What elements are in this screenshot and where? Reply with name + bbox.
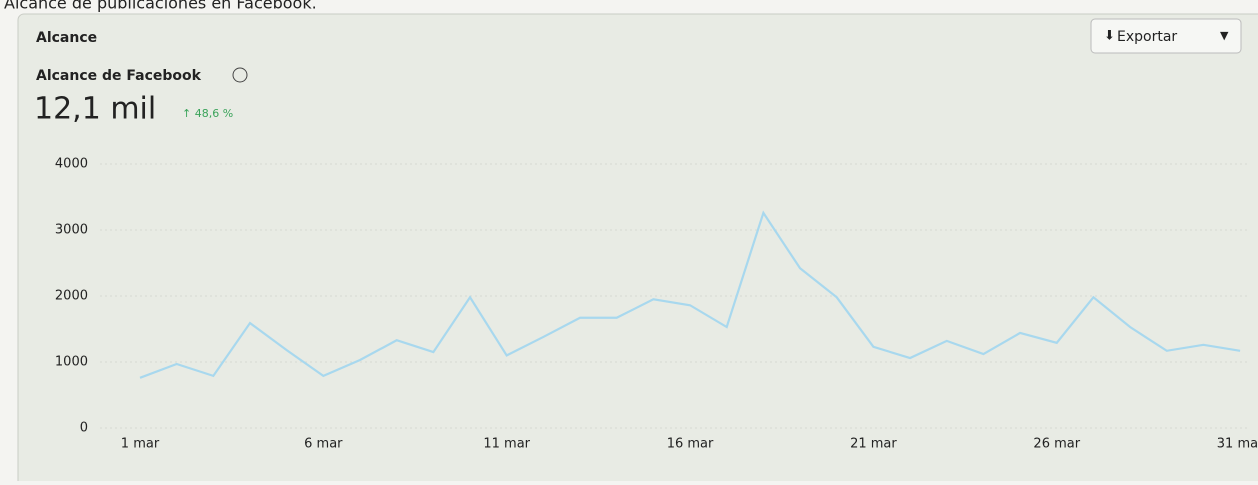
x-tick-label: 26 mar: [1033, 437, 1080, 452]
info-icon[interactable]: [232, 67, 248, 83]
x-tick-label: 31 mar: [1217, 437, 1258, 452]
metric-change: ↑ 48,6 %: [182, 107, 233, 120]
y-tick-label: 4000: [55, 157, 88, 172]
card-title: Alcance: [36, 30, 97, 46]
dropdown-icon: ▼: [1220, 29, 1229, 42]
caption: Alcance de publicaciones en Facebook.: [4, 0, 317, 13]
metric-value: 12,1 mil: [34, 92, 156, 127]
series-line: [139, 210, 1241, 379]
y-tick-label: 2000: [55, 289, 88, 304]
card: [17, 13, 1258, 485]
export-button-label[interactable]: Exportar: [1117, 29, 1177, 45]
x-tick-label: 16 mar: [667, 437, 714, 452]
y-tick-label: 3000: [55, 223, 88, 238]
export-button[interactable]: [1090, 18, 1242, 54]
x-tick-label: 21 mar: [850, 437, 897, 452]
y-tick-label: 1000: [55, 355, 88, 370]
x-tick-label: 11 mar: [483, 437, 530, 452]
x-tick-label: 1 mar: [121, 437, 160, 452]
x-tick-label: 6 mar: [304, 437, 343, 452]
y-tick-label: 0: [80, 421, 88, 436]
metric-label: Alcance de Facebook: [36, 68, 202, 84]
download-icon: ⬇: [1104, 29, 1115, 44]
